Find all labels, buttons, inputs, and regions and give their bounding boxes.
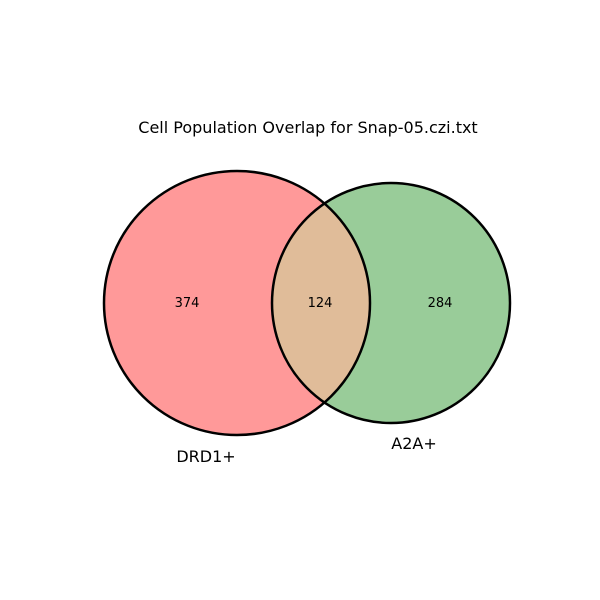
intersection-region — [272, 183, 370, 423]
only-a-count: 374 — [175, 296, 200, 311]
chart-title: Cell Population Overlap for Snap-05.czi.… — [138, 118, 477, 137]
set-a-label: DRD1+ — [176, 447, 235, 466]
intersection-count: 124 — [308, 296, 333, 311]
set-b-outline — [270, 181, 512, 425]
only-b-count: 284 — [428, 296, 453, 311]
set-b-label: A2A+ — [391, 434, 436, 453]
set-a-outline — [102, 169, 372, 437]
